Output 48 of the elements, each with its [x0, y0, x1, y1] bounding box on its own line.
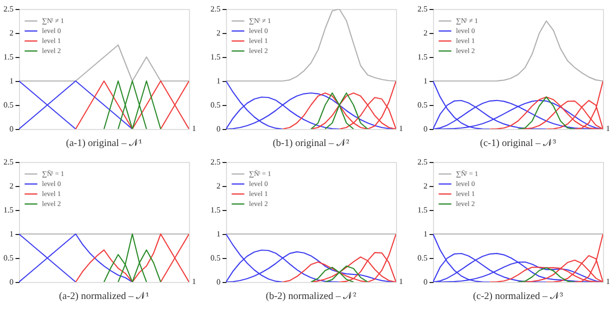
y-tick-label: 0 [424, 278, 428, 286]
text: (c-1) original – 𝒩³ [480, 138, 556, 149]
y-tick-label: 1 [10, 230, 14, 238]
y-tick-label: 2 [216, 182, 220, 190]
y-tick-label: 2.5 [210, 4, 220, 14]
y-tick-label: 1 [216, 230, 220, 238]
y-tick-label: 0.5 [4, 254, 14, 262]
y-tick-label: 1.5 [418, 52, 428, 62]
y-tick-label: 2 [10, 28, 14, 38]
text: (b-2) normalized – 𝒩² [266, 291, 356, 302]
y-tick-label: 0.5 [418, 100, 428, 110]
y-tick-label: 2.5 [210, 158, 220, 166]
text: (c-2) normalized – 𝒩³ [473, 291, 563, 302]
text: 1 [399, 277, 403, 286]
text: 1 [606, 277, 610, 286]
y-tick-label: 1.5 [4, 52, 14, 62]
y-tick-label: 1.5 [4, 206, 14, 214]
y-tick-label: 0 [216, 124, 220, 134]
text: 1 [399, 124, 403, 133]
y-tick-label: 0 [10, 278, 14, 286]
y-tick-label: 2.5 [418, 4, 428, 14]
y-tick-label: 1 [216, 76, 220, 86]
y-tick-label: 1.5 [418, 206, 428, 214]
y-tick-label: 2 [424, 28, 428, 38]
y-tick-label: 2.5 [418, 158, 428, 166]
y-tick-label: 1.5 [210, 206, 220, 214]
y-tick-label: 1 [424, 230, 428, 238]
y-tick-label: 0.5 [418, 254, 428, 262]
y-tick-label: 2.5 [4, 158, 14, 166]
y-tick-label: 0 [216, 278, 220, 286]
y-tick-label: 2 [10, 182, 14, 190]
y-tick-label: 1.5 [210, 52, 220, 62]
y-tick-label: 0.5 [4, 100, 14, 110]
text: 1 [192, 124, 196, 133]
y-tick-label: 2 [424, 182, 428, 190]
text: (a-2) normalized – 𝒩¹ [59, 291, 149, 302]
y-tick-label: 0.5 [210, 254, 220, 262]
text: 1 [192, 277, 196, 286]
text: (b-1) original – 𝒩² [272, 138, 350, 149]
y-tick-label: 1 [10, 76, 14, 86]
y-tick-label: 2 [216, 28, 220, 38]
y-tick-label: 1 [424, 76, 428, 86]
y-tick-label: 0.5 [210, 100, 220, 110]
text: 1 [606, 124, 610, 133]
text: (a-1) original – 𝒩¹ [66, 138, 142, 149]
y-tick-label: 2.5 [4, 4, 14, 14]
y-tick-label: 0 [10, 124, 14, 134]
y-tick-label: 0 [424, 124, 428, 134]
